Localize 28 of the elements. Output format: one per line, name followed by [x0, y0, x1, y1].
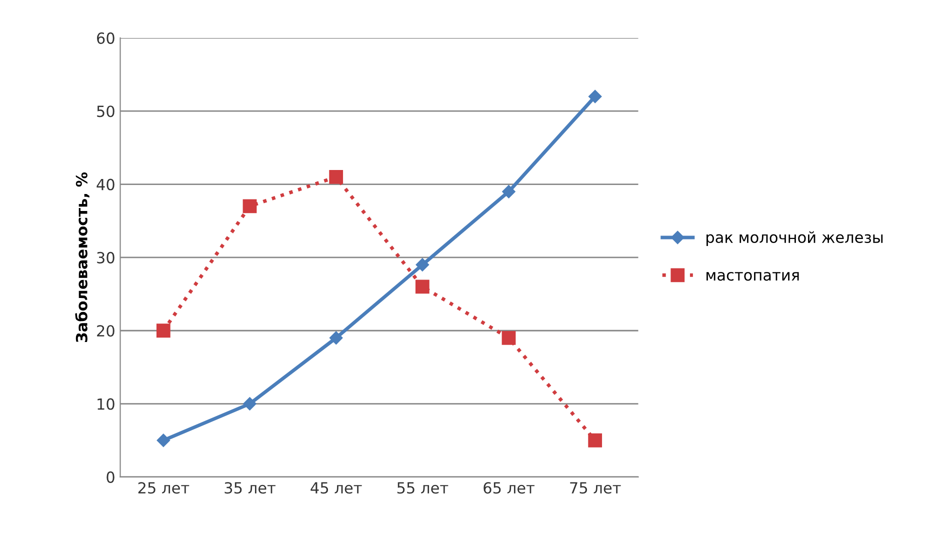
point — [156, 324, 170, 338]
x-tick-label: 55 лет — [397, 482, 448, 494]
point — [329, 170, 344, 184]
legend-label: рак молочной железы — [706, 231, 883, 246]
y-tick-label: 50 — [97, 106, 114, 118]
y-tick-label: 0 — [106, 471, 114, 483]
x-tick-label: 45 лет — [310, 482, 362, 494]
point — [502, 185, 516, 198]
point — [416, 258, 430, 272]
x-tick-label: 75 лет — [570, 482, 621, 494]
y-tick-label: 20 — [97, 325, 114, 337]
y-tick-label: 40 — [96, 178, 114, 190]
point — [156, 434, 170, 447]
point — [415, 280, 430, 294]
point — [588, 90, 602, 104]
x-tick-label: 25 лет — [138, 482, 190, 494]
y-axis-title: Заболеваемость, % — [75, 172, 90, 342]
point — [243, 397, 256, 410]
x-tick-label: 35 лет — [224, 482, 276, 494]
legend-label: мастопатия — [706, 272, 799, 281]
x-tick-label: 65 лет — [484, 482, 534, 494]
y-tick-label: 60 — [97, 32, 114, 44]
y-tick-label: 30 — [97, 252, 114, 264]
y-tick-label: 10 — [98, 398, 114, 410]
point — [242, 199, 257, 214]
point — [329, 331, 343, 345]
point — [502, 330, 516, 345]
point — [588, 433, 602, 448]
